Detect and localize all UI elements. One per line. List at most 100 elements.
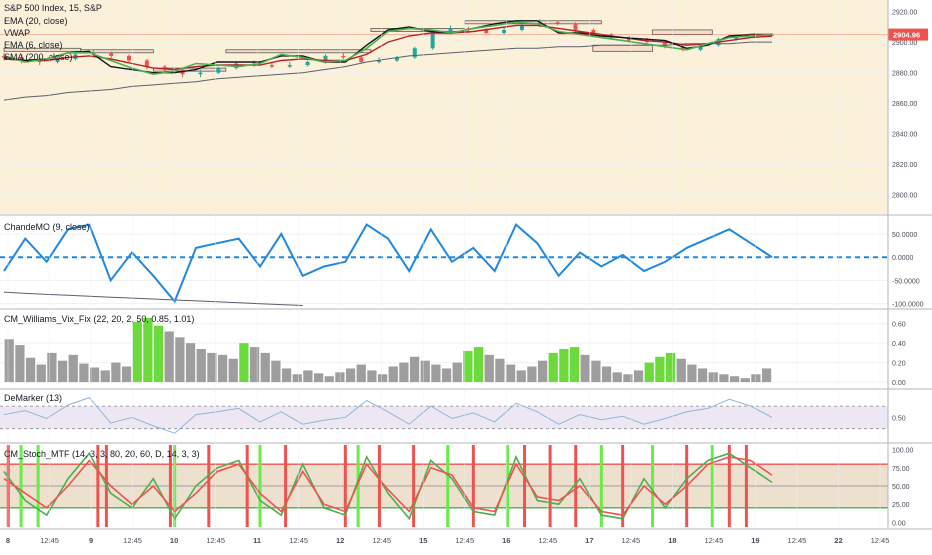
vix-bar-45	[484, 354, 494, 383]
legend-item-2: EMA (6, close)	[4, 40, 63, 50]
time-label-10: 15	[419, 536, 427, 545]
candle-body-18	[323, 55, 328, 62]
vix-bar-14	[153, 325, 164, 383]
vix-bar-25	[271, 360, 281, 383]
candle-body-22	[394, 57, 399, 61]
candle-body-25	[448, 28, 453, 33]
vix-bar-12	[132, 321, 142, 383]
time-label-21: 12:45	[871, 536, 890, 545]
vix-bar-4	[47, 352, 57, 383]
last-price-tag-bg	[888, 28, 928, 41]
vix-bar-60	[644, 362, 654, 383]
time-label-19: 12:45	[788, 536, 807, 545]
candle-body-9	[162, 66, 167, 70]
series-ema-20-close-	[3, 24, 773, 71]
chande-y-axis: 50.0000 0.0000 -50.0000 -100.0000	[892, 232, 924, 309]
last-price-value: 2904.96	[893, 31, 920, 40]
stoch-y-tick-3: 25.00	[892, 502, 910, 509]
vix-bar-39	[420, 360, 430, 383]
legend-item-1: VWAP	[4, 28, 30, 38]
time-label-6: 11	[253, 536, 261, 545]
stoch-green-bar-0	[19, 445, 23, 527]
chande-title: ChandeMO (9, close)	[4, 222, 90, 232]
vix-y-tick-3: 0.00	[892, 380, 906, 387]
series-vwap	[3, 20, 772, 74]
vix-bar-9	[100, 370, 110, 383]
demarker-y-axis: 0.50	[892, 415, 906, 422]
stoch-red-bar-12	[548, 445, 552, 527]
candle-body-39	[698, 45, 703, 50]
candle-body-37	[662, 42, 667, 47]
stoch-y-tick-4: 0.00	[892, 520, 906, 527]
stoch-y-axis: 100.00 75.00 50.00 25.00 0.00	[892, 448, 914, 528]
stoch-green-bar-6	[505, 445, 509, 527]
vix-bar-11	[121, 366, 132, 383]
candle-body-2	[37, 60, 42, 62]
time-label-18: 19	[751, 536, 759, 545]
stoch-green-bar-3	[258, 445, 262, 527]
stoch-d-line	[3, 456, 773, 516]
last-price-tag: 2904.96	[0, 28, 928, 41]
time-label-4: 10	[170, 536, 178, 545]
vix-bar-55	[591, 360, 601, 383]
vix-bar-54	[580, 354, 590, 383]
vix-bar-8	[89, 367, 100, 383]
vix-bar-26	[281, 368, 292, 383]
candle-body-20	[359, 57, 364, 62]
series-sma-200-close-	[3, 41, 772, 101]
dem-y-tick-0: 0.50	[892, 415, 906, 422]
candle-body-3	[55, 58, 60, 62]
vix-bar-68	[729, 376, 740, 383]
price-panel[interactable]: 2920.00 2900.00 2880.00 2860.00 2840.00 2820.…	[0, 0, 928, 214]
stoch-lines	[3, 451, 773, 521]
vix-bar-16	[175, 337, 185, 383]
time-label-15: 12:45	[621, 536, 640, 545]
price-legend: S&P 500 Index, 15, S&P EMA (20, close) VWA…	[4, 3, 102, 62]
vix-bar-70	[751, 374, 761, 383]
candle-body-19	[341, 55, 346, 58]
stoch-y-tick-2: 50.00	[892, 484, 910, 491]
price-y-tick-4: 2840.00	[892, 132, 917, 139]
chande-panel[interactable]: 50.0000 0.0000 -50.0000 -100.0000 ChandeMO …	[0, 222, 924, 309]
stoch-red-bar-1	[96, 445, 100, 527]
time-label-14: 17	[585, 536, 593, 545]
vix-y-tick-2: 0.20	[892, 361, 906, 368]
time-label-7: 12:45	[289, 536, 308, 545]
time-label-13: 12:45	[538, 536, 557, 545]
demarker-panel[interactable]: 0.50 DeMarker (13)	[0, 393, 906, 434]
vix-bar-17	[185, 343, 196, 383]
time-label-16: 18	[668, 536, 676, 545]
price-grid	[0, 11, 888, 196]
vix-bar-32	[345, 368, 356, 383]
chande-y-tick-0: 50.0000	[892, 232, 917, 239]
chande-y-tick-1: 0.0000	[892, 255, 914, 262]
candle-body-1	[19, 57, 24, 61]
demarker-line	[3, 397, 773, 434]
vix-bar-58	[623, 374, 633, 383]
candle-body-23	[412, 48, 417, 58]
demarker-band	[0, 406, 888, 429]
chande-y-tick-2: -50.0000	[892, 278, 920, 285]
price-box-6	[592, 44, 653, 52]
stoch-red-bar-13	[574, 445, 578, 527]
legend-item-3: SMA (200, close)	[4, 52, 73, 62]
vix-bar-10	[111, 362, 121, 383]
time-label-1: 12:45	[40, 536, 59, 545]
stoch-k-line	[3, 451, 773, 521]
time-label-8: 12	[336, 536, 344, 545]
price-y-tick-5: 2820.00	[892, 162, 917, 169]
vix-y-tick-0: 0.60	[892, 322, 906, 329]
time-label-12: 16	[502, 536, 510, 545]
stoch-red-bar-10	[471, 445, 475, 527]
vix-bar-67	[719, 374, 729, 383]
stoch-red-bar-11	[523, 445, 527, 527]
vix-bar-57	[612, 372, 622, 383]
candle-body-27	[484, 29, 489, 33]
time-axis[interactable]: 8 12:45 9 12:45 10 12:45 11 12:45 12 12:45 15 12:45…	[6, 0, 889, 545]
vix-bar-0	[4, 339, 14, 383]
vix-bar-38	[409, 356, 420, 383]
stoch-y-tick-0: 100.00	[892, 448, 914, 455]
vix-bar-22	[239, 343, 249, 383]
